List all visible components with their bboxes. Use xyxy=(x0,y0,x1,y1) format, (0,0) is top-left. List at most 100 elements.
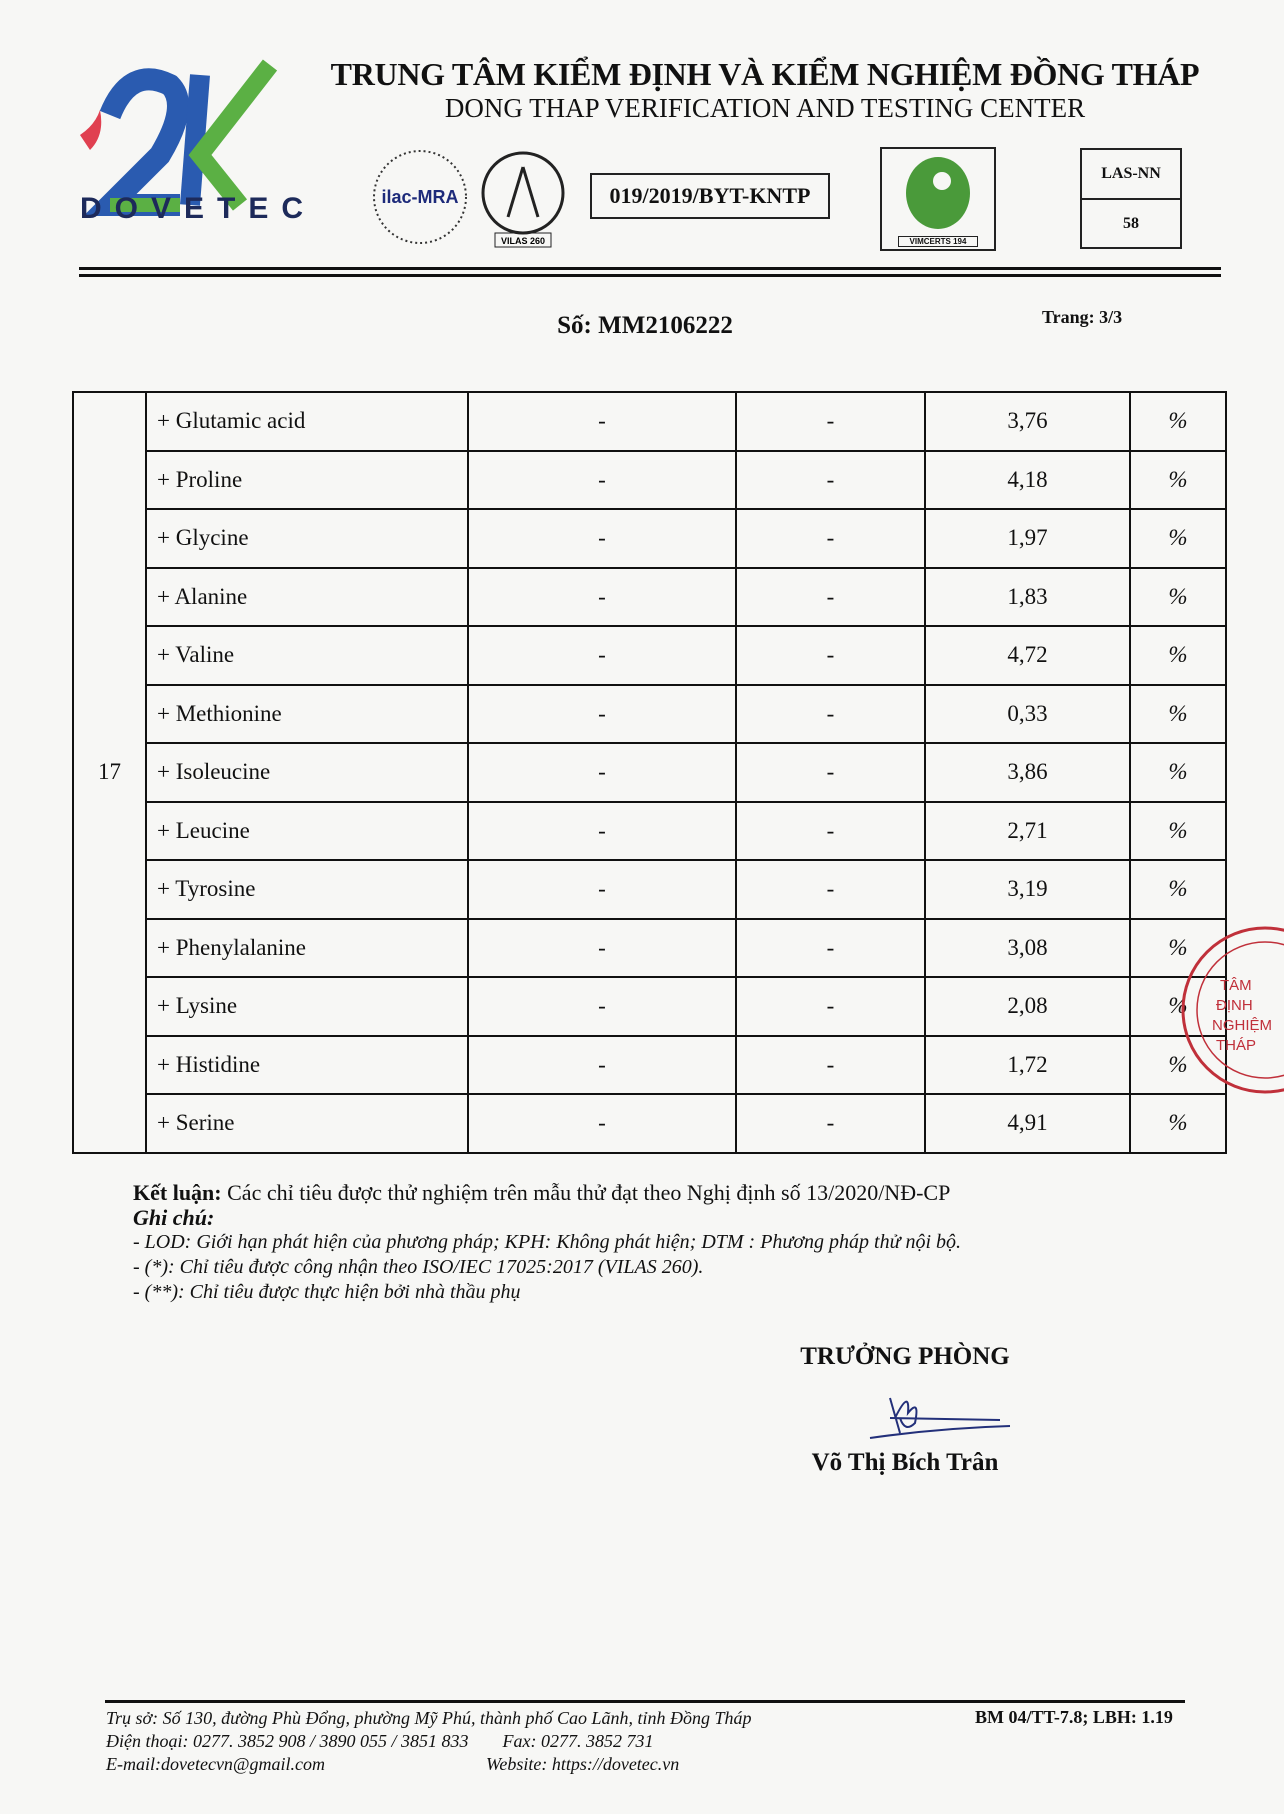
table-row: + Leucine - -2,71% xyxy=(73,800,1227,861)
notes-label: Ghi chú: xyxy=(133,1205,215,1230)
note-item: - (*): Chỉ tiêu được công nhận theo ISO/… xyxy=(133,1256,704,1278)
results-table: 17 + Glutamic acid - -3,76% + Proline - -4,18%… xyxy=(72,391,1227,1154)
parameter-name: + Lysine xyxy=(145,976,469,1037)
method-cell: - xyxy=(735,976,926,1037)
conclusion: Kết luận: Các chỉ tiêu được thử nghiệm t… xyxy=(133,1180,951,1205)
footer-phone: Điện thoại: 0277. 3852 908 / 3890 055 / … xyxy=(106,1731,469,1751)
table-row: + Proline - -4,18% xyxy=(73,449,1227,510)
parameter-name: + Glycine xyxy=(145,508,469,569)
unit-cell: % xyxy=(1129,449,1227,510)
page-number: Trang: 3/3 xyxy=(1042,307,1123,327)
table-row: + Alanine - -1,83% xyxy=(73,566,1227,627)
las-box: LAS-NN 58 xyxy=(1080,148,1182,249)
result-cell: 3,86 xyxy=(924,742,1131,803)
lod-cell: - xyxy=(467,449,737,510)
result-cell: 3,19 xyxy=(924,859,1131,920)
registration-number: 019/2019/BYT-KNTP xyxy=(590,173,830,219)
footer-email: E-mail:dovetecvn@gmail.com xyxy=(106,1754,325,1774)
unit-cell: % xyxy=(1129,742,1227,803)
parameter-name: + Glutamic acid xyxy=(145,391,469,452)
table-row: 17 + Glutamic acid - -3,76% xyxy=(72,391,1227,1154)
svg-text:ilac-MRA: ilac-MRA xyxy=(381,187,458,207)
table-row: + Histidine - -1,72% xyxy=(73,1034,1227,1095)
table-row: + Phenylalanine - -3,08% xyxy=(73,917,1227,978)
signatory-title: TRƯỞNG PHÒNG xyxy=(800,1343,1010,1370)
result-cell: 4,91 xyxy=(924,1093,1131,1154)
dovetec-logo xyxy=(80,59,278,216)
unit-cell: % xyxy=(1129,1093,1227,1154)
footer-address: Trụ sở: Số 130, đường Phù Đổng, phường M… xyxy=(106,1708,752,1728)
method-cell: - xyxy=(735,1034,926,1095)
notes-section: Kết luận: Các chỉ tiêu được thử nghiệm t… xyxy=(133,1180,961,1305)
parameter-name: + Histidine xyxy=(145,1034,469,1095)
unit-cell: % xyxy=(1129,800,1227,861)
result-cell: 3,08 xyxy=(924,917,1131,978)
svg-text:TÂM: TÂM xyxy=(1220,977,1252,994)
result-cell: 1,72 xyxy=(924,1034,1131,1095)
lod-cell: - xyxy=(467,976,737,1037)
svg-text:VILAS 260: VILAS 260 xyxy=(501,236,545,246)
vimcerts-logo: VIMCERTS 194 xyxy=(880,147,996,251)
note-item: - (**): Chỉ tiêu được thực hiện bởi nhà … xyxy=(133,1281,521,1303)
lod-cell: - xyxy=(467,859,737,920)
result-cell: 0,33 xyxy=(924,683,1131,744)
method-cell: - xyxy=(735,917,926,978)
parameter-name: + Leucine xyxy=(145,800,469,861)
group-number: 17 xyxy=(72,391,147,1154)
unit-cell: % xyxy=(1129,508,1227,569)
lod-cell: - xyxy=(467,508,737,569)
center-title: TRUNG TÂM KIỂM ĐỊNH VÀ KIỂM NGHIỆM ĐỒNG … xyxy=(330,56,1200,92)
method-cell: - xyxy=(735,683,926,744)
method-cell: - xyxy=(735,859,926,920)
accreditation-logos: ilac-MRA VILAS 260 xyxy=(373,150,565,248)
lod-cell: - xyxy=(467,391,737,452)
center-subtitle: DONG THAP VERIFICATION AND TESTING CENTE… xyxy=(444,93,1086,123)
lod-cell: - xyxy=(467,625,737,686)
lod-cell: - xyxy=(467,683,737,744)
logo-text: DOVETEC xyxy=(80,192,317,225)
vimcerts-emblem-icon xyxy=(906,157,970,229)
result-cell: 2,71 xyxy=(924,800,1131,861)
las-number: 58 xyxy=(1123,215,1139,232)
result-cell: 4,72 xyxy=(924,625,1131,686)
svg-text:ĐỊNH: ĐỊNH xyxy=(1216,997,1253,1014)
parameter-name: + Valine xyxy=(145,625,469,686)
parameter-name: + Proline xyxy=(145,449,469,510)
form-code: BM 04/TT-7.8; LBH: 1.19 xyxy=(975,1707,1173,1727)
table-row: + Glycine - -1,97% xyxy=(73,508,1227,569)
parameter-name: + Alanine xyxy=(145,566,469,627)
result-cell: 2,08 xyxy=(924,976,1131,1037)
signatory-name: Võ Thị Bích Trân xyxy=(811,1449,999,1476)
method-cell: - xyxy=(735,449,926,510)
method-cell: - xyxy=(735,625,926,686)
lod-cell: - xyxy=(467,742,737,803)
method-cell: - xyxy=(735,742,926,803)
svg-text:NGHIỆM: NGHIỆM xyxy=(1212,1017,1272,1034)
unit-cell: % xyxy=(1129,625,1227,686)
table-row: + Serine - -4,91% xyxy=(73,1093,1227,1154)
method-cell: - xyxy=(735,566,926,627)
header-divider xyxy=(79,267,1221,270)
result-cell: 3,76 xyxy=(924,391,1131,452)
parameter-name: + Serine xyxy=(145,1093,469,1154)
unit-cell: % xyxy=(1129,976,1227,1037)
lod-cell: - xyxy=(467,800,737,861)
lod-cell: - xyxy=(467,566,737,627)
method-cell: - xyxy=(735,800,926,861)
method-cell: - xyxy=(735,508,926,569)
unit-cell: % xyxy=(1129,391,1227,452)
unit-cell: % xyxy=(1129,1034,1227,1095)
parameter-name: + Tyrosine xyxy=(145,859,469,920)
note-item: - LOD: Giới hạn phát hiện của phương phá… xyxy=(133,1231,962,1253)
table-row: + Lysine - -2,08% xyxy=(73,976,1227,1037)
handwritten-signature xyxy=(869,1397,1011,1439)
unit-cell: % xyxy=(1129,683,1227,744)
header-divider xyxy=(79,274,1221,277)
result-cell: 4,18 xyxy=(924,449,1131,510)
table-row: + Valine - -4,72% xyxy=(73,625,1227,686)
report-number: Số: MM2106222 xyxy=(557,312,733,339)
footer-website: Website: https://dovetec.vn xyxy=(486,1754,680,1774)
las-label: LAS-NN xyxy=(1082,150,1180,200)
svg-text:THÁP: THÁP xyxy=(1216,1037,1256,1054)
